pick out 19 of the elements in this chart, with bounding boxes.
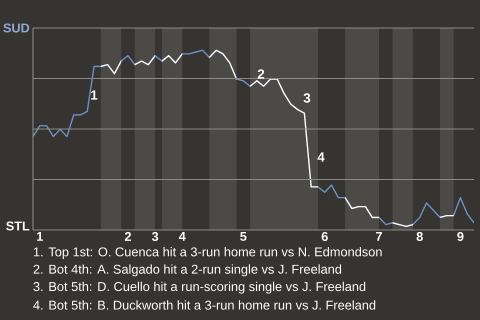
x-tick-label: 2 xyxy=(124,232,132,241)
annotation: 4 xyxy=(318,152,325,162)
x-tick-label: 1 xyxy=(37,232,43,241)
text: STL xyxy=(6,222,30,230)
x-tick-label: 3 xyxy=(152,232,158,242)
x-tick-label: 9 xyxy=(457,232,464,241)
text: SUD xyxy=(3,24,30,32)
x-tick-label: 6 xyxy=(322,232,328,241)
text: 2. Bot 4th: A. Salgado hit a 2-run single vs J. Freeland xyxy=(34,264,342,276)
text: 3. Bot 5th: D. Cuello hit a run-scoring single vs J. Freeland xyxy=(33,282,366,294)
annotation: 1 xyxy=(91,90,98,100)
text: 4. Bot 5th: B. Duckworth hit a 3-run home run vs J. Freeland xyxy=(33,300,376,310)
x-tick-label: 4 xyxy=(178,232,186,241)
annotation: 2 xyxy=(258,69,264,79)
x-tick-label: 7 xyxy=(376,232,382,241)
x-tick-label: 8 xyxy=(416,232,423,241)
text: 1. Top 1st: O. Cuenca hit a 3-run home run vs N. Edmondson xyxy=(34,247,382,259)
annotation: 3 xyxy=(304,93,310,103)
x-tick-label: 5 xyxy=(240,232,246,241)
